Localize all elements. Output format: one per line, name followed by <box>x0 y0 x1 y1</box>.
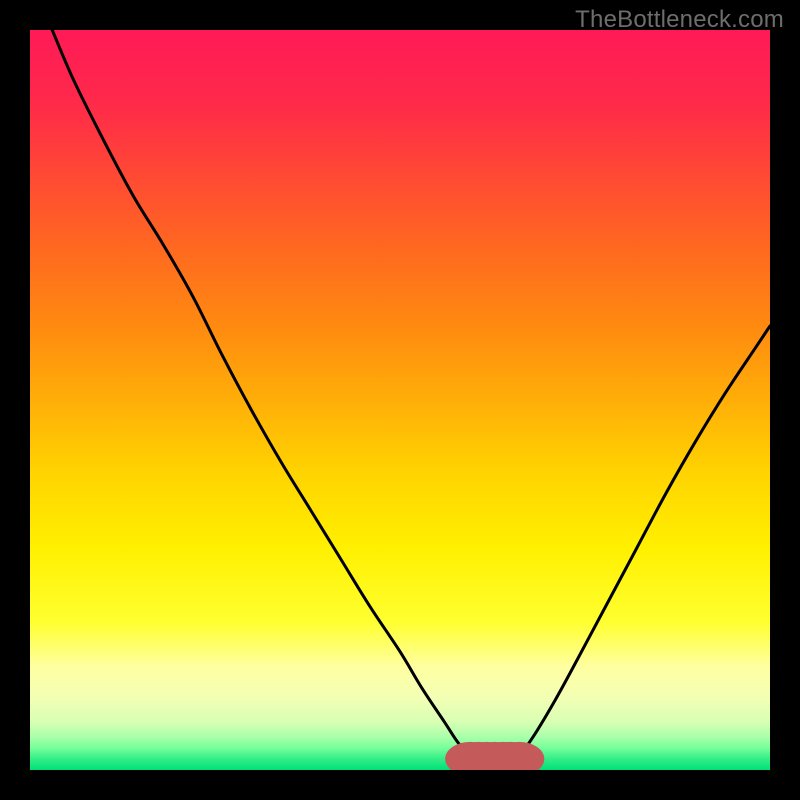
plot-svg <box>30 30 770 770</box>
bottleneck-plot <box>30 30 770 770</box>
plot-background <box>30 30 770 770</box>
optimal-marker-cluster <box>445 742 544 770</box>
chart-frame: TheBottleneck.com <box>0 0 800 800</box>
